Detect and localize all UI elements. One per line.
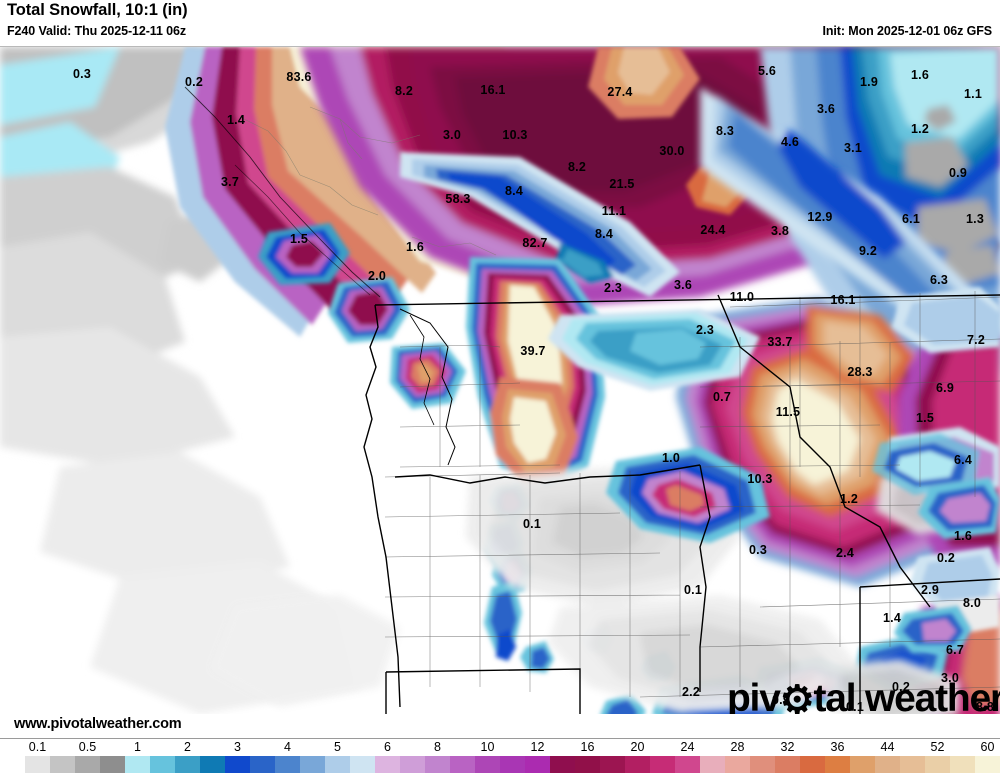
colorbar-segment bbox=[350, 756, 375, 773]
colorbar-segment bbox=[125, 756, 150, 773]
colorbar-tick: 20 bbox=[630, 740, 645, 754]
colorbar-segment bbox=[425, 756, 450, 773]
colorbar-tick: 36 bbox=[830, 740, 845, 754]
colorbar-color-strip bbox=[0, 756, 1000, 773]
colorbar-tick: 5 bbox=[334, 740, 341, 754]
page-title: Total Snowfall, 10:1 (in) bbox=[7, 1, 188, 19]
colorbar-tick: 44 bbox=[880, 740, 895, 754]
colorbar-segment bbox=[875, 756, 900, 773]
watermark-text-right: tal weather bbox=[813, 677, 1000, 714]
colorbar-tick: 10 bbox=[480, 740, 495, 754]
county-borders bbox=[384, 291, 1000, 698]
colorbar-segment bbox=[75, 756, 100, 773]
idaho-montana-heavy-band bbox=[676, 297, 990, 587]
model-init-time: Init: Mon 2025-12-01 06z GFS bbox=[822, 24, 993, 38]
colorbar-segment bbox=[275, 756, 300, 773]
blue-band-interior bbox=[400, 152, 680, 297]
colorbar-segment bbox=[475, 756, 500, 773]
colorbar-tick: 0.1 bbox=[28, 740, 47, 754]
site-url: www.pivotalweather.com bbox=[14, 716, 182, 732]
state-borders bbox=[184, 86, 1000, 714]
site-url-bar: www.pivotalweather.com bbox=[0, 714, 1000, 738]
colorbar-segment bbox=[550, 756, 575, 773]
colorbar-tick: 32 bbox=[780, 740, 795, 754]
colorbar-segment bbox=[100, 756, 125, 773]
colorbar-segment bbox=[925, 756, 950, 773]
colorbar-segment bbox=[800, 756, 825, 773]
colorbar-segment bbox=[300, 756, 325, 773]
colorbar-tick-labels: 0.1 0.5 1 2 3 4 5 6 8 10 12 16 20 24 28 32 36 44 52 60 bbox=[0, 739, 1000, 756]
colorbar-segment bbox=[325, 756, 350, 773]
colorbar-tick: 24 bbox=[680, 740, 695, 754]
colorbar-segment bbox=[625, 756, 650, 773]
colorbar-tick: 0.5 bbox=[78, 740, 97, 754]
colorbar-legend[interactable]: 0.1 0.5 1 2 3 4 5 6 8 10 12 16 20 24 28 32 36 44 52 60 bbox=[0, 738, 1000, 773]
colorbar-tick: 6 bbox=[384, 740, 391, 754]
colorbar-segment bbox=[950, 756, 975, 773]
colorbar-segment bbox=[250, 756, 275, 773]
colorbar-segment bbox=[575, 756, 600, 773]
colorbar-segment bbox=[775, 756, 800, 773]
colorbar-tick: 52 bbox=[930, 740, 945, 754]
colorbar-segment bbox=[150, 756, 175, 773]
colorbar-segment bbox=[975, 756, 1000, 773]
right-edge-pockets bbox=[872, 287, 1000, 653]
colorbar-segment bbox=[400, 756, 425, 773]
colorbar-segment bbox=[600, 756, 625, 773]
colorbar-segment bbox=[725, 756, 750, 773]
vancouver-island-pockets bbox=[258, 223, 410, 343]
colorbar-segment bbox=[450, 756, 475, 773]
colorbar-segment bbox=[0, 756, 25, 773]
bc-river-traces bbox=[239, 106, 497, 256]
colorbar-segment bbox=[50, 756, 75, 773]
colorbar-segment bbox=[25, 756, 50, 773]
colorbar-segment bbox=[900, 756, 925, 773]
colorbar-tick: 4 bbox=[284, 740, 291, 754]
gear-icon: ⚙ bbox=[779, 679, 815, 714]
colorbar-segment bbox=[225, 756, 250, 773]
map-canvas[interactable]: 0.3 0.2 1.4 83.6 8.2 16.1 27.4 5.6 1.9 1.6 1.1 3.6 3… bbox=[0, 46, 1000, 714]
colorbar-tick: 3 bbox=[234, 740, 241, 754]
forecast-valid-time: F240 Valid: Thu 2025-12-11 06z bbox=[7, 24, 187, 38]
map-header: Total Snowfall, 10:1 (in) F240 Valid: Th… bbox=[0, 0, 1000, 46]
colorbar-tick: 60 bbox=[980, 740, 995, 754]
colorbar-segment bbox=[525, 756, 550, 773]
colorbar-segment bbox=[850, 756, 875, 773]
colorbar-segment bbox=[175, 756, 200, 773]
colorbar-segment bbox=[650, 756, 675, 773]
colorbar-tick: 12 bbox=[530, 740, 545, 754]
colorbar-tick: 2 bbox=[184, 740, 191, 754]
colorbar-segment bbox=[825, 756, 850, 773]
washington-cascades-band bbox=[466, 257, 605, 487]
colorbar-tick: 8 bbox=[434, 740, 441, 754]
colorbar-segment bbox=[500, 756, 525, 773]
colorbar-segment bbox=[700, 756, 725, 773]
pivotal-weather-watermark: piv⚙tal weather bbox=[727, 679, 1000, 714]
olympics-snow-pocket bbox=[390, 343, 466, 409]
colorbar-segment bbox=[200, 756, 225, 773]
colorbar-tick: 1 bbox=[134, 740, 141, 754]
colorbar-segment bbox=[750, 756, 775, 773]
watermark-text-left: piv bbox=[726, 677, 781, 714]
colorbar-segment bbox=[675, 756, 700, 773]
colorbar-tick: 16 bbox=[580, 740, 595, 754]
colorbar-segment bbox=[375, 756, 400, 773]
teal-band-center bbox=[548, 309, 760, 391]
snowfall-contour-layer bbox=[0, 47, 1000, 714]
colorbar-tick: 28 bbox=[730, 740, 745, 754]
